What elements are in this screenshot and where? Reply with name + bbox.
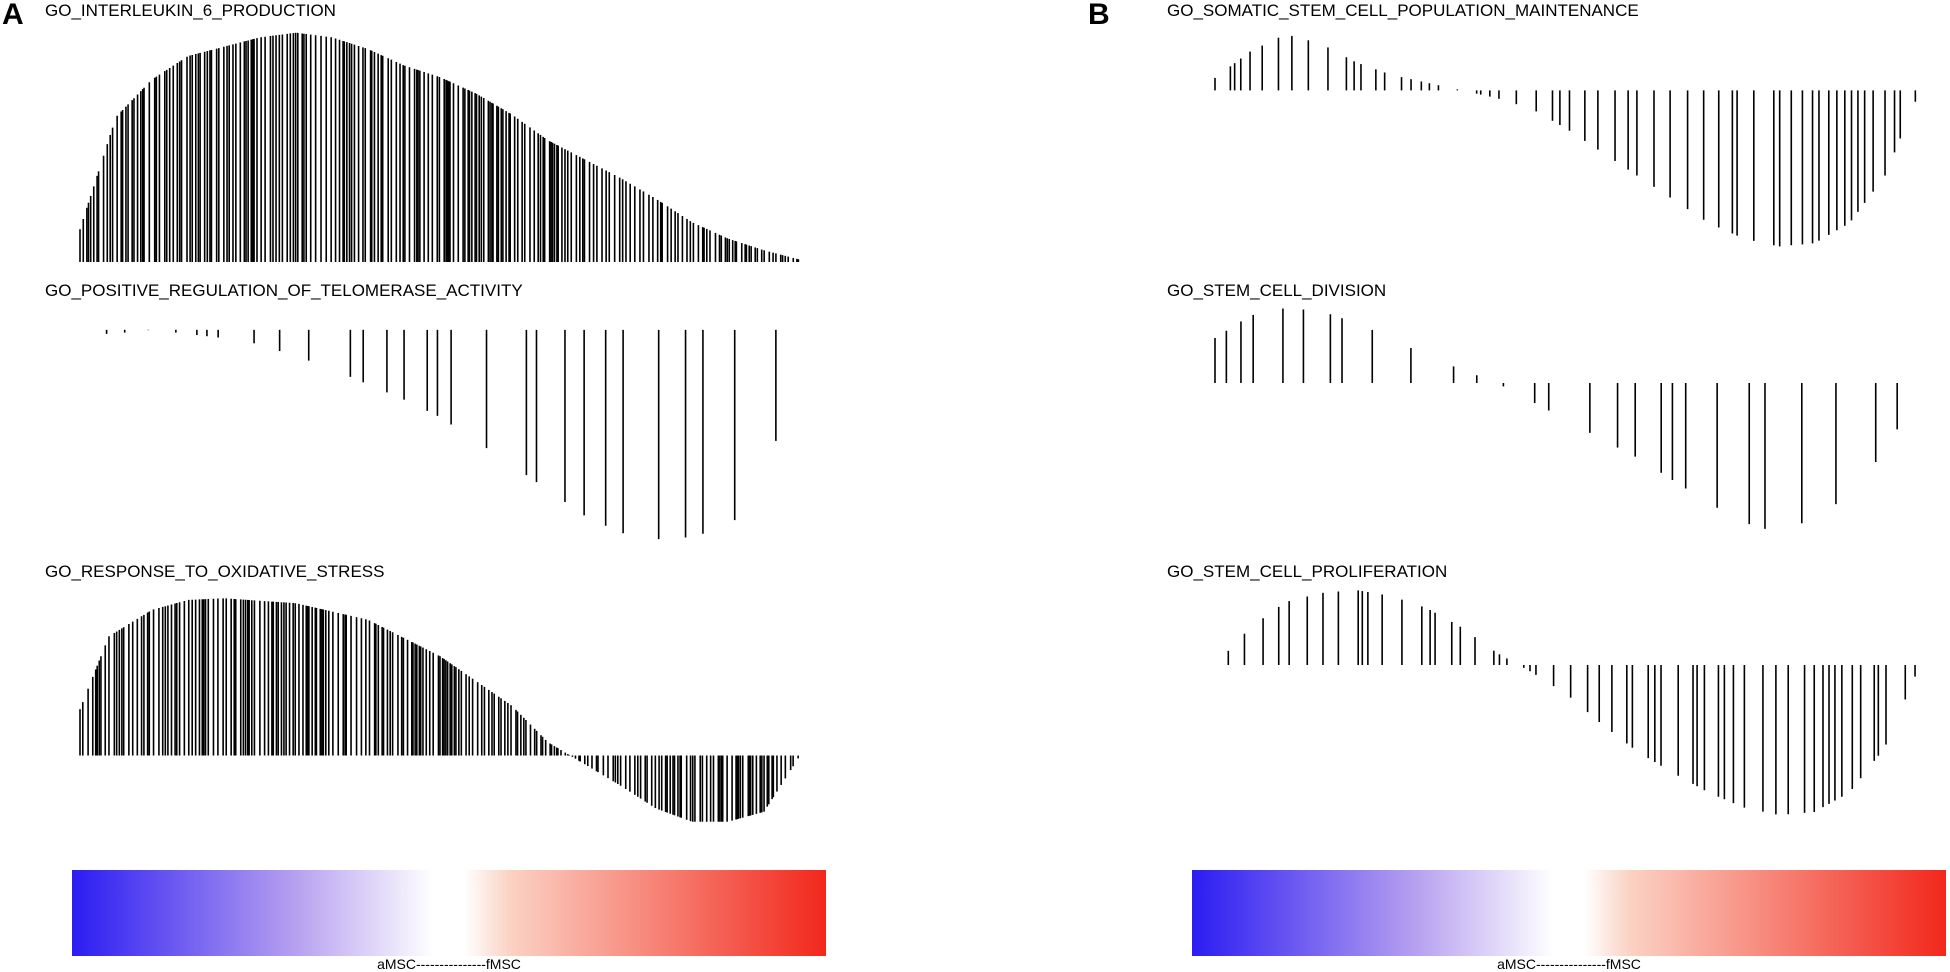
- panel-letter-a: A: [2, 0, 24, 31]
- enrichment-plot-3: [79, 598, 799, 822]
- plot-title-telomerase: GO_POSITIVE_REGULATION_OF_TELOMERASE_ACT…: [45, 281, 523, 300]
- plot-title-stem-division: GO_STEM_CELL_DIVISION: [1167, 281, 1387, 300]
- enrichment-plot-2: [105, 329, 777, 540]
- enrichment-plot-5: [1214, 308, 1898, 529]
- plot-title-oxidative: GO_RESPONSE_TO_OXIDATIVE_STRESS: [45, 562, 385, 581]
- panel-letter-b: B: [1088, 0, 1110, 31]
- colorbar-label-right: aMSC---------------fMSC: [1497, 956, 1641, 972]
- colorbar-label-left: aMSC---------------fMSC: [377, 956, 521, 972]
- colorbar-left: [72, 870, 826, 956]
- enrichment-plot-4: [1214, 35, 1917, 247]
- colorbar-right: [1192, 870, 1946, 956]
- plot-title-somatic: GO_SOMATIC_STEM_CELL_POPULATION_MAINTENA…: [1167, 1, 1639, 20]
- enrichment-plot-6: [1227, 590, 1916, 815]
- plot-title-interleukin: GO_INTERLEUKIN_6_PRODUCTION: [45, 1, 336, 20]
- plot-title-stem-proliferation: GO_STEM_CELL_PROLIFERATION: [1167, 562, 1448, 581]
- enrichment-plot-1: [79, 32, 800, 262]
